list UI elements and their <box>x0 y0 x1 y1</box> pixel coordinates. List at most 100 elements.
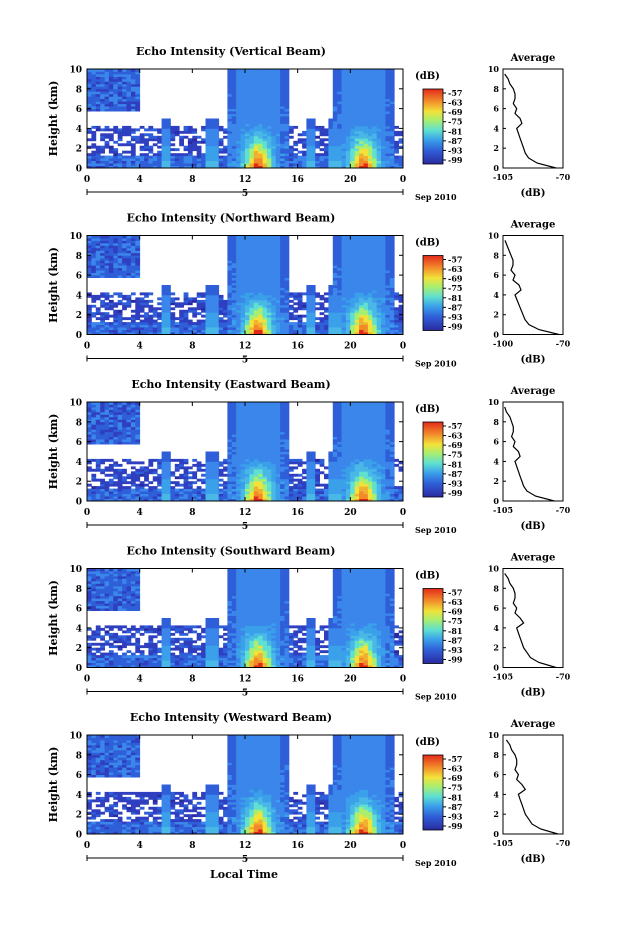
heatmap-cell <box>227 282 233 286</box>
heatmap-cell <box>236 123 241 127</box>
heatmap-cell <box>345 113 351 117</box>
heatmap-cell <box>148 481 154 485</box>
heatmap-cell <box>341 153 347 157</box>
heatmap-cell <box>214 121 220 124</box>
heatmap-cell <box>337 143 342 147</box>
heatmap-cell <box>376 294 382 298</box>
heatmap-cell <box>367 307 373 311</box>
heatmap-cell <box>341 150 347 154</box>
heatmap-cell <box>240 235 246 239</box>
heatmap-cell <box>113 406 119 410</box>
heatmap-cell <box>117 267 123 271</box>
heatmap-cell <box>245 111 250 114</box>
heatmap-cell <box>144 294 149 298</box>
heatmap-cell <box>113 426 119 430</box>
heatmap-cell <box>288 158 294 161</box>
heatmap-cell <box>117 74 123 77</box>
heatmap-cell <box>332 148 338 152</box>
heatmap-cell <box>108 257 114 261</box>
heatmap-cell <box>249 312 255 316</box>
heatmap-cell <box>209 476 215 480</box>
heatmap-cell <box>324 299 329 303</box>
heatmap-cell <box>174 304 180 308</box>
heatmap-cell <box>135 155 141 159</box>
heatmap-cell <box>376 247 382 251</box>
heatmap-cell <box>381 327 386 330</box>
heatmap-cell <box>166 287 171 291</box>
heatmap-cell <box>113 81 119 85</box>
heatmap-cell <box>337 247 342 251</box>
heatmap-cell <box>245 83 250 87</box>
heatmap-cell <box>245 476 250 480</box>
heatmap-cell <box>363 267 369 271</box>
heatmap-cell <box>174 158 180 161</box>
heatmap-cell <box>87 158 92 161</box>
heatmap-cell <box>231 486 237 489</box>
heatmap-cell <box>113 106 119 109</box>
heatmap-cell <box>280 299 285 303</box>
heatmap-cell <box>253 69 259 72</box>
heatmap-cell <box>240 96 246 100</box>
heatmap-cell <box>398 165 404 169</box>
heatmap-cell <box>227 78 233 82</box>
heatmap-cell <box>262 299 268 303</box>
heatmap-cell <box>117 88 123 92</box>
heatmap-cell <box>196 135 202 139</box>
heatmap-cell <box>249 113 255 117</box>
heatmap-cell <box>100 441 105 445</box>
heatmap-cell <box>161 299 167 303</box>
heatmap-cell <box>108 483 114 487</box>
heatmap-cell <box>372 252 378 256</box>
heatmap-cell <box>139 165 145 169</box>
heatmap-cell <box>135 163 141 166</box>
heatmap-cell <box>196 324 202 328</box>
heatmap-cell <box>236 498 241 502</box>
heatmap-cell <box>258 143 263 147</box>
heatmap-cell <box>223 496 228 499</box>
heatmap-cell <box>227 446 233 450</box>
heatmap-cell <box>271 319 277 323</box>
heatmap-cell <box>100 158 105 161</box>
heatmap-cell <box>161 130 167 134</box>
heatmap-cell <box>227 158 233 161</box>
heatmap-cell <box>91 83 97 87</box>
heatmap-cell <box>389 252 395 256</box>
heatmap-cell <box>258 446 263 450</box>
heatmap-cell <box>122 163 127 166</box>
heatmap-cell <box>337 163 342 166</box>
heatmap-cell <box>157 155 162 159</box>
heatmap-cell <box>328 128 334 132</box>
heatmap-cell <box>288 148 294 152</box>
heatmap-cell <box>236 113 241 117</box>
heatmap-cell <box>87 404 92 408</box>
heatmap-cell <box>166 461 171 465</box>
heatmap-cell <box>328 292 334 296</box>
heatmap-cell <box>223 483 228 487</box>
heatmap-cell <box>117 255 123 259</box>
heatmap-cell <box>337 74 342 77</box>
heatmap-cell <box>337 280 342 283</box>
heatmap-cell <box>174 160 180 164</box>
heatmap-cell <box>227 160 233 164</box>
heatmap-cell <box>372 257 378 261</box>
heatmap-cell <box>249 322 255 325</box>
heatmap-cell <box>95 332 101 335</box>
heatmap-cell <box>249 451 255 455</box>
heatmap-cell <box>266 153 272 157</box>
heatmap-cell <box>337 96 342 100</box>
heatmap-cell <box>302 155 307 159</box>
heatmap-cell <box>253 235 259 239</box>
heatmap-cell <box>227 265 233 269</box>
heatmap-cell <box>117 270 123 273</box>
heatmap-cell <box>236 101 241 105</box>
heatmap-cell <box>157 324 162 328</box>
heatmap-cell <box>236 463 241 467</box>
heatmap-cell <box>245 411 250 415</box>
heatmap-cell <box>196 468 202 472</box>
heatmap-cell <box>350 103 356 107</box>
heatmap-cell <box>161 297 167 301</box>
heatmap-cell <box>183 145 189 149</box>
heatmap-cell <box>209 297 215 301</box>
heatmap-cell <box>297 307 303 311</box>
heatmap-cell <box>253 245 259 249</box>
